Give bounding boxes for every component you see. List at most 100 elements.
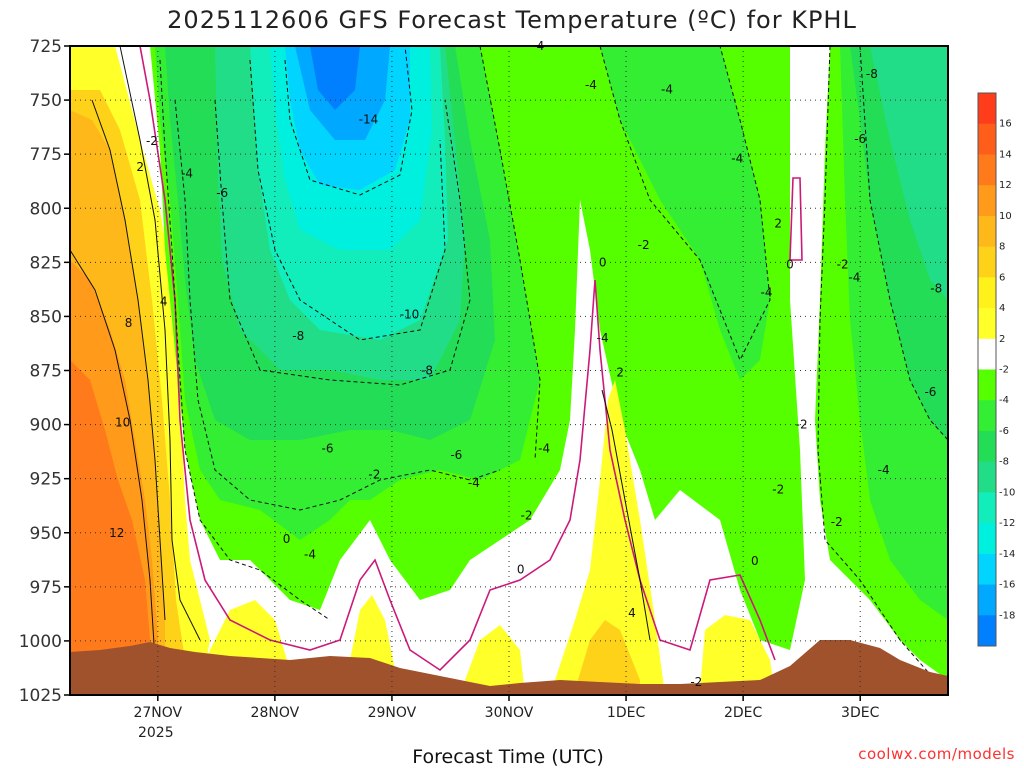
y-tick-label: 775	[30, 145, 62, 165]
contour-label: -4	[468, 476, 480, 490]
colorbar-label: 14	[999, 149, 1012, 160]
contour-label: 4	[160, 294, 168, 308]
colorbar-label: -12	[999, 518, 1015, 529]
y-tick-label: 725	[30, 37, 62, 57]
contour-label: -10	[400, 307, 420, 321]
contour-label: -6	[216, 186, 228, 200]
contour-label: -2	[690, 675, 702, 689]
colorbar-swatch	[978, 185, 996, 217]
colorbar-swatch	[978, 277, 996, 309]
colorbar-label: -10	[999, 487, 1015, 498]
contour-label: -2	[796, 418, 808, 432]
x-tick-label: 28NOV	[251, 705, 300, 721]
colorbar: 16 14 12 10 8 6 4 2 -2 -4 -6 -8 -10 -12 -14 -16 -18	[977, 92, 1015, 647]
colorbar-swatch	[978, 123, 996, 155]
grid-lines	[70, 46, 948, 695]
contour-label: -4	[848, 270, 860, 284]
cold-right-minus8	[870, 46, 948, 300]
x-axis-label: Forecast Time (UTC)	[412, 746, 603, 768]
colorbar-label: -6	[999, 426, 1009, 437]
contour-label: -6	[450, 448, 462, 462]
contour-label: -2	[837, 257, 849, 271]
colorbar-label: 2	[999, 334, 1005, 345]
colorbar-swatch	[978, 523, 996, 555]
contour-label: -6	[924, 385, 936, 399]
contour-label: -4	[538, 441, 550, 455]
x-tick-sublabel: 2025	[138, 725, 174, 741]
contour-label: 0	[786, 257, 794, 271]
colorbar-label: -18	[999, 610, 1015, 621]
contour-label: 10	[115, 415, 130, 429]
freezing-line-2	[789, 177, 803, 261]
contour-label: 12	[109, 526, 124, 540]
colorbar-label: 6	[999, 272, 1005, 283]
contour-label: 0	[283, 532, 291, 546]
x-axis: 27NOV 2025 28NOV 29NOV 30NOV 1DEC 2DEC 3DEC	[133, 695, 880, 741]
y-tick-label: 900	[30, 416, 62, 436]
x-tick-label: 27NOV	[133, 705, 182, 721]
freezing-line-1	[139, 46, 776, 672]
chart-title: 2025112606 GFS Forecast Temperature (ºC)…	[167, 6, 857, 34]
contour-label: -2	[521, 508, 533, 522]
colorbar-label: 4	[999, 303, 1005, 314]
contour-label: -2	[638, 238, 650, 252]
contour-label: -4	[878, 463, 890, 477]
contour-label: -8	[421, 364, 433, 378]
colorbar-label: 10	[999, 211, 1012, 222]
y-tick-label: 1000	[19, 632, 62, 652]
colorbar-swatch	[978, 246, 996, 278]
y-tick-label: 950	[30, 524, 62, 544]
contour-label: 8	[125, 316, 133, 330]
colorbar-label: -16	[999, 580, 1015, 591]
contour-label: -4	[761, 286, 773, 300]
contour-label: -6	[854, 132, 866, 146]
warm-pocket-3	[465, 625, 525, 695]
y-tick-label: 850	[30, 307, 62, 327]
y-tick-label: 800	[30, 199, 62, 219]
contour-label: -4	[181, 167, 193, 181]
contour-label: -4	[661, 82, 673, 96]
contour-label: -4	[597, 331, 609, 345]
colorbar-swatch	[978, 215, 996, 248]
warm-pocket-5	[700, 615, 775, 695]
y-tick-label: 875	[30, 362, 62, 382]
colorbar-label: -4	[999, 395, 1009, 406]
contour-label: 2	[136, 160, 144, 174]
colorbar-label: -8	[999, 457, 1009, 468]
contour-label: -2	[146, 134, 158, 148]
x-tick-label: 30NOV	[485, 705, 534, 721]
colorbar-swatch	[978, 584, 996, 616]
contour-label: -4	[304, 547, 316, 561]
y-axis: 725 750 775 800 825 850 875 900 925 950 975 1000 102…	[19, 37, 70, 706]
credit-text[interactable]: coolwx.com/models	[858, 745, 1015, 763]
warm-pocket-4	[555, 380, 665, 695]
contour-label: -2	[831, 515, 843, 529]
plot-area	[70, 46, 948, 695]
x-tick-label: 2DEC	[724, 705, 763, 721]
colorbar-swatch	[978, 461, 996, 493]
contour-label: -2	[772, 482, 784, 496]
colorbar-label: -2	[999, 365, 1009, 376]
contour-label: 4	[628, 606, 636, 620]
colorbar-swatch	[978, 308, 996, 340]
contour-label: -8	[292, 329, 304, 343]
y-tick-label: 1025	[19, 686, 62, 706]
colorbar-swatch	[978, 93, 996, 125]
cold-region-minus18	[310, 46, 360, 110]
x-tick-label: 3DEC	[841, 705, 880, 721]
colorbar-swatch	[978, 369, 996, 401]
x-tick-label: 29NOV	[368, 705, 417, 721]
contour-lines	[70, 46, 948, 681]
colorbar-label: 8	[999, 242, 1005, 253]
colorbar-swatch	[978, 553, 996, 586]
warm-pocket-4-gold	[575, 620, 640, 695]
colorbar-frame	[977, 92, 997, 647]
colorbar-swatch	[978, 430, 996, 463]
colorbar-label: 12	[999, 180, 1012, 191]
y-tick-label: 975	[30, 578, 62, 598]
contour-label: 0	[599, 255, 607, 269]
contour-label: 0	[751, 554, 759, 568]
contour-label: 2	[616, 366, 624, 380]
